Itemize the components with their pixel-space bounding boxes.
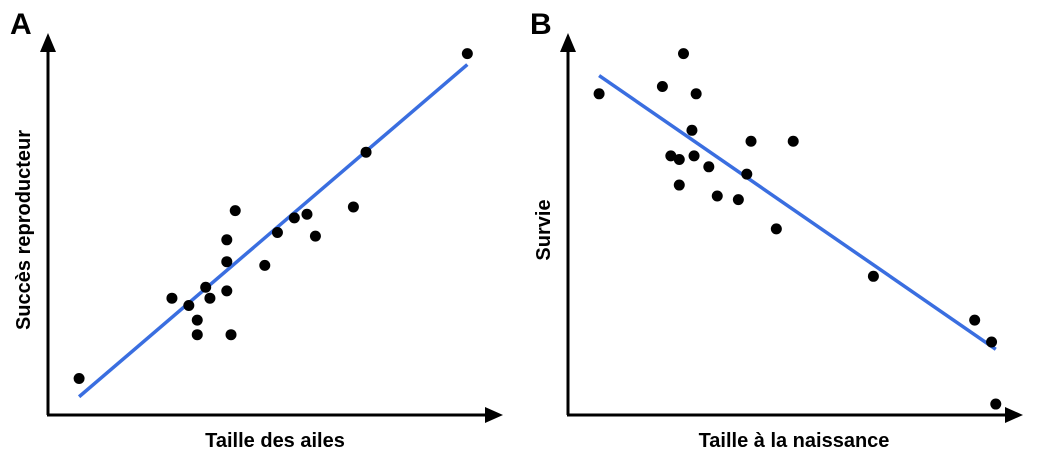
- panel-a-point-7: [204, 292, 216, 304]
- panel-a-point-6: [200, 281, 212, 293]
- panel-a-point-19: [360, 146, 372, 158]
- panel-b-x-axis-label: Taille à la naissance: [699, 430, 890, 452]
- panel-a-point-2: [166, 292, 178, 304]
- panel-b-point-18: [969, 314, 981, 326]
- panel-a-point-20: [461, 48, 473, 60]
- panel-a-point-12: [229, 205, 241, 217]
- panel-a-points: [73, 48, 473, 384]
- panel-a-point-18: [347, 201, 359, 213]
- panel-b-x-axis-arrow: [1005, 407, 1023, 423]
- panel-b-point-15: [787, 135, 799, 147]
- panel-a-point-9: [225, 329, 237, 341]
- panel-a-scatter-chart: A Taille des ailes Succès reproducteur: [10, 8, 503, 452]
- panel-a-point-10: [221, 256, 233, 268]
- panel-b-point-12: [732, 194, 744, 206]
- panel-a-x-axis-label: Taille des ailes: [205, 430, 345, 452]
- panel-b-trend-line: [598, 74, 997, 351]
- panel-b-point-4: [690, 88, 702, 100]
- panel-a-point-4: [191, 314, 203, 326]
- panel-b-y-axis-arrow: [560, 33, 576, 52]
- panel-a-point-5: [191, 329, 203, 341]
- panel-b-point-16: [770, 223, 782, 235]
- panel-a-point-1: [73, 373, 85, 384]
- panel-a-point-3: [183, 300, 195, 311]
- panel-a-point-8: [221, 285, 233, 297]
- panel-a-y-axis-arrow: [40, 33, 56, 52]
- panel-b-points: [593, 48, 1002, 410]
- panel-a-letter: A: [10, 8, 32, 41]
- panel-b-point-13: [741, 168, 753, 180]
- panel-b-point-9: [703, 161, 715, 173]
- panel-b-point-5: [686, 124, 698, 136]
- panel-b-point-10: [673, 179, 685, 191]
- panel-a-x-axis-arrow: [485, 407, 503, 423]
- panel-b-point-7: [673, 154, 685, 165]
- panel-a-point-16: [301, 208, 313, 220]
- panel-b-point-8: [688, 150, 700, 162]
- panel-a-point-14: [271, 227, 283, 238]
- panel-b-y-axis-label: Survie: [533, 199, 555, 260]
- panel-b-point-11: [711, 190, 723, 202]
- panel-a-point-11: [221, 234, 233, 246]
- panel-a-point-17: [309, 230, 321, 242]
- panel-b-point-3: [678, 48, 689, 60]
- panel-a-point-15: [288, 212, 300, 224]
- panel-b-point-1: [593, 88, 605, 100]
- panel-b-point-19: [986, 336, 998, 348]
- panel-b-point-14: [745, 135, 757, 147]
- panel-b-point-6: [665, 150, 677, 162]
- panel-a-point-13: [259, 259, 271, 271]
- panel-b-letter: B: [530, 8, 552, 41]
- panel-b-scatter-chart: B Taille à la naissance Survie: [530, 8, 1023, 452]
- panel-b-point-2: [656, 81, 668, 92]
- panel-b-point-20: [990, 398, 1002, 410]
- panel-a-y-axis-label: Succès reproducteur: [13, 130, 35, 330]
- panel-b-point-17: [867, 270, 879, 282]
